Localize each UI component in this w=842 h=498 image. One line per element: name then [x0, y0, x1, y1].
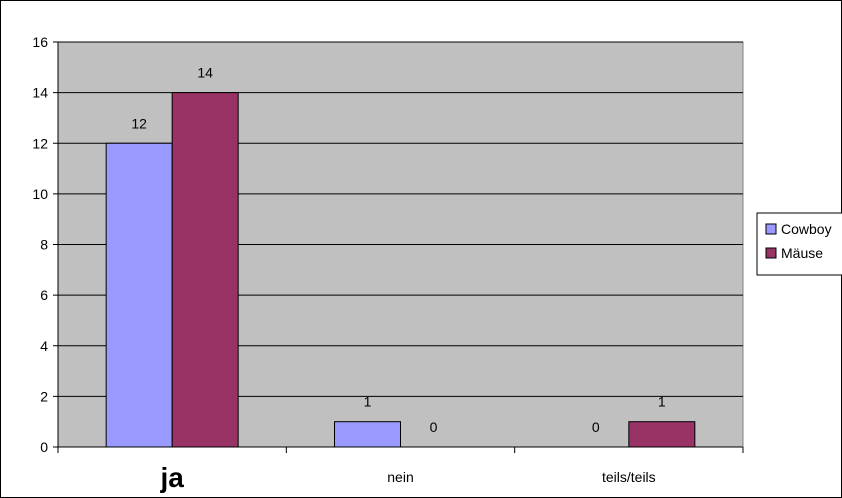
legend-swatch-Cowboy [765, 223, 777, 235]
data-label: 12 [131, 115, 147, 131]
legend: Cowboy Mäuse [756, 212, 842, 276]
bar-Mäuse-ja [171, 92, 239, 448]
bar-Mäuse-teils/teils [628, 421, 696, 448]
y-tick-label: 2 [40, 388, 48, 404]
x-category-label: teils/teils [602, 469, 656, 485]
x-category-label: nein [387, 469, 413, 485]
y-tick-label: 0 [40, 439, 48, 455]
y-tick-label: 4 [40, 338, 48, 354]
legend-box [756, 212, 842, 276]
legend-label: Cowboy [781, 221, 832, 237]
bar-Cowboy-nein [334, 421, 401, 448]
y-tick-label: 16 [32, 34, 48, 50]
data-label: 0 [592, 419, 600, 435]
y-tick-label: 10 [32, 186, 48, 202]
legend-swatch-Mäuse [765, 247, 777, 259]
x-category-label: ja [159, 462, 184, 493]
data-label: 14 [197, 65, 213, 81]
data-label: 1 [364, 394, 372, 410]
y-tick-label: 6 [40, 287, 48, 303]
y-tick-label: 8 [40, 237, 48, 253]
y-tick-label: 14 [32, 85, 48, 101]
data-label: 1 [658, 394, 666, 410]
y-tick-label: 12 [32, 135, 48, 151]
data-label: 0 [430, 419, 438, 435]
bar-Cowboy-ja [105, 142, 173, 448]
legend-label: Mäuse [781, 245, 823, 261]
